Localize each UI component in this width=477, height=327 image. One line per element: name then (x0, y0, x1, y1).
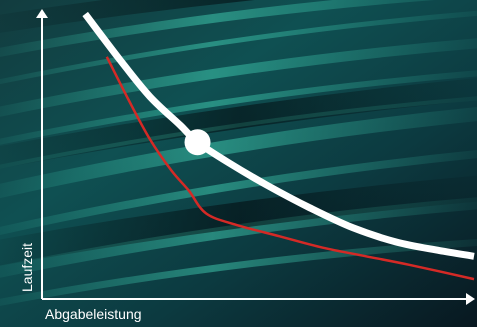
series-line-white (82, 11, 475, 260)
background-streak (0, 150, 477, 236)
series-line-red (105, 56, 475, 281)
background-streak (0, 38, 477, 117)
axes (36, 9, 475, 305)
background-streak (0, 197, 477, 278)
background-streak (0, 0, 436, 57)
background-streak (0, 70, 477, 145)
background-shadow-streak (0, 77, 477, 169)
x-axis-arrow-icon (466, 293, 475, 305)
highlight-layer (184, 129, 211, 156)
series-layer (82, 11, 475, 281)
background-streak (0, 239, 477, 306)
background-streaks (0, 0, 477, 306)
x-axis-label: Abgabeleistung (45, 306, 142, 322)
background-streak (0, 107, 477, 199)
y-axis-label: Laufzeit (19, 243, 35, 292)
background-shadow-streak (0, 0, 255, 33)
background-streak (0, 10, 477, 85)
highlight-point (184, 129, 211, 156)
background-shadow-streak (0, 175, 477, 266)
y-axis-arrow-icon (36, 9, 48, 18)
